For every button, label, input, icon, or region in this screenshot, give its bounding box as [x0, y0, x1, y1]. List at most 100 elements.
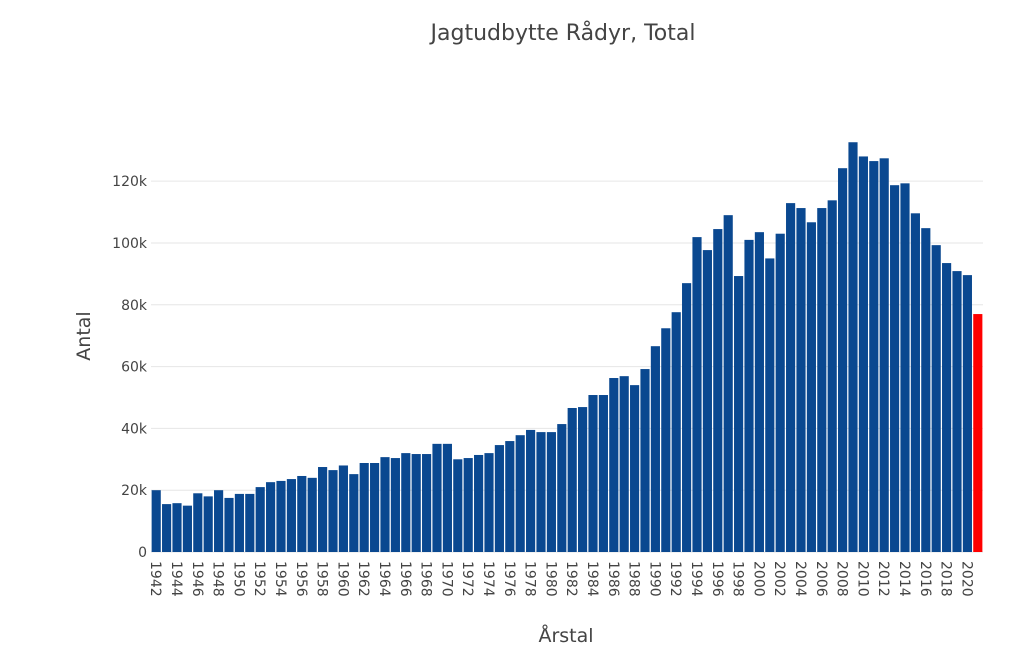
bar [900, 183, 910, 552]
x-tick-label: 2006 [813, 561, 829, 597]
bar [879, 158, 889, 552]
x-tick-label: 1974 [480, 561, 496, 597]
bar [723, 215, 733, 553]
y-tick-label: 0 [138, 545, 147, 561]
x-tick-label: 1942 [147, 561, 163, 597]
bar [515, 435, 525, 552]
x-tick-label: 1944 [168, 561, 184, 597]
bar [661, 328, 671, 552]
y-tick-label: 40k [121, 421, 148, 437]
bar [806, 222, 816, 552]
bar [526, 429, 536, 552]
bar [245, 493, 255, 552]
bar [796, 208, 806, 552]
bar [494, 445, 504, 552]
bar [952, 271, 962, 552]
bar [338, 465, 348, 552]
bar [921, 228, 931, 553]
bar [411, 454, 421, 552]
x-tick-label: 1954 [272, 561, 288, 597]
bar [307, 477, 317, 552]
bar [578, 407, 588, 552]
bar [224, 497, 234, 552]
x-axis-title: Årstal [538, 624, 593, 647]
x-tick-label: 2014 [896, 561, 912, 597]
x-tick-label: 1990 [646, 561, 662, 597]
bar [151, 490, 161, 552]
bar [328, 470, 338, 552]
bar [297, 475, 307, 552]
bar [546, 432, 556, 552]
x-tick-label: 1950 [230, 561, 246, 597]
x-tick-label: 1972 [459, 561, 475, 597]
x-tick-label: 2008 [834, 561, 850, 597]
bar [442, 443, 452, 552]
bar [432, 443, 442, 552]
bar [276, 480, 286, 552]
x-tick-label: 1952 [251, 561, 267, 597]
bar [744, 239, 754, 553]
x-tick-label: 1966 [397, 561, 413, 597]
bar [765, 258, 775, 552]
x-tick-label: 1998 [730, 561, 746, 597]
bar [380, 457, 390, 552]
x-tick-label: 2004 [792, 561, 808, 597]
x-tick-label: 1970 [438, 561, 454, 597]
bar [692, 237, 702, 552]
x-tick-label: 1984 [584, 561, 600, 597]
bar [214, 490, 224, 552]
bar [713, 229, 723, 553]
x-tick-label: 1978 [522, 561, 538, 597]
x-tick-label: 2012 [875, 561, 891, 597]
x-tick-label: 2010 [854, 561, 870, 597]
bar [910, 213, 920, 552]
x-tick-label: 2018 [938, 561, 954, 597]
bar [463, 458, 473, 552]
bar [359, 463, 369, 552]
bar [588, 395, 598, 552]
y-tick-label: 100k [112, 236, 148, 252]
bar [266, 482, 276, 552]
bar [536, 432, 546, 552]
bar [349, 474, 359, 552]
bar [650, 346, 660, 552]
x-tick-label: 1986 [605, 561, 621, 597]
bar [931, 245, 941, 552]
bar [775, 233, 785, 552]
bar [370, 463, 380, 552]
bar [390, 458, 400, 552]
y-tick-label: 120k [112, 174, 148, 190]
bar [702, 250, 712, 552]
bar [182, 505, 192, 552]
y-axis-title: Antal [73, 311, 95, 360]
bar [619, 376, 629, 552]
bar [401, 453, 411, 552]
x-tick-label: 1980 [542, 561, 558, 597]
x-tick-label: 1964 [376, 561, 392, 597]
bar [505, 441, 515, 552]
x-tick-label: 2016 [917, 561, 933, 597]
x-tick-label: 1962 [355, 561, 371, 597]
bar [630, 385, 640, 552]
bar [286, 479, 296, 552]
bar [193, 493, 203, 552]
x-tick-label: 1960 [334, 561, 350, 597]
bar [422, 454, 432, 552]
bar [162, 504, 172, 552]
bar [962, 275, 972, 552]
bar [567, 407, 577, 552]
y-tick-label: 60k [121, 360, 148, 376]
x-tick-label: 1968 [418, 561, 434, 597]
bar [203, 496, 213, 552]
bar [848, 142, 858, 552]
y-tick-label: 20k [121, 483, 148, 499]
x-tick-label: 1982 [563, 561, 579, 597]
chart-title: Jagtudbytte Rådyr, Total [429, 20, 696, 46]
bar [609, 378, 619, 552]
x-tick-label: 1994 [688, 561, 704, 597]
bar [453, 459, 463, 552]
bar [754, 232, 764, 552]
bar [817, 208, 827, 552]
x-tick-label: 1956 [293, 561, 309, 597]
